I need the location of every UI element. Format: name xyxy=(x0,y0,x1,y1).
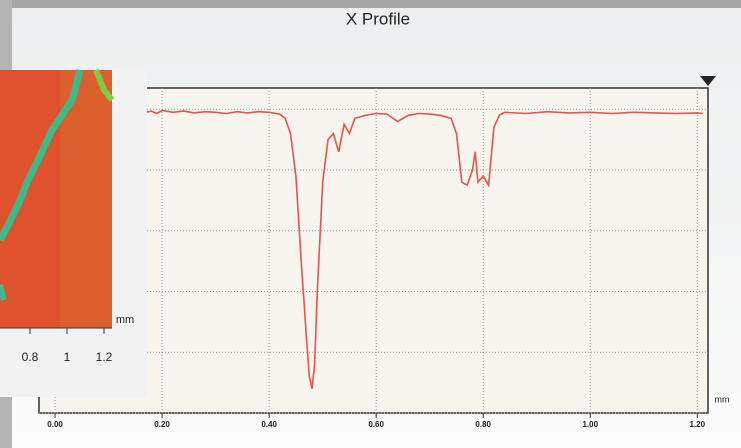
inset-tick-label: 1 xyxy=(64,350,71,364)
inset: 0.8 1 1.2 mm xyxy=(0,70,147,397)
inset-tick-label: 1.2 xyxy=(96,350,113,364)
x-tick-label: 1.00 xyxy=(582,420,598,429)
heatmap-feature xyxy=(0,285,4,300)
x-unit: mm xyxy=(715,394,730,404)
x-tick-label: 0.60 xyxy=(368,420,384,429)
top-border xyxy=(0,0,741,8)
x-tick-label: 0.80 xyxy=(475,420,491,429)
x-tick-label: 1.20 xyxy=(690,420,706,429)
x-tick-label: 0.20 xyxy=(154,420,170,429)
chart: X Profile mm 0.00 0.20 0.40 0.60 0.80 1.00 1.2… xyxy=(0,0,741,448)
chart-title: X Profile xyxy=(346,9,410,28)
x-tick-label: 0.00 xyxy=(47,420,63,429)
inset-tick-label: 0.8 xyxy=(22,350,39,364)
x-tick-label: 0.40 xyxy=(261,420,277,429)
inset-unit: mm xyxy=(116,314,134,326)
